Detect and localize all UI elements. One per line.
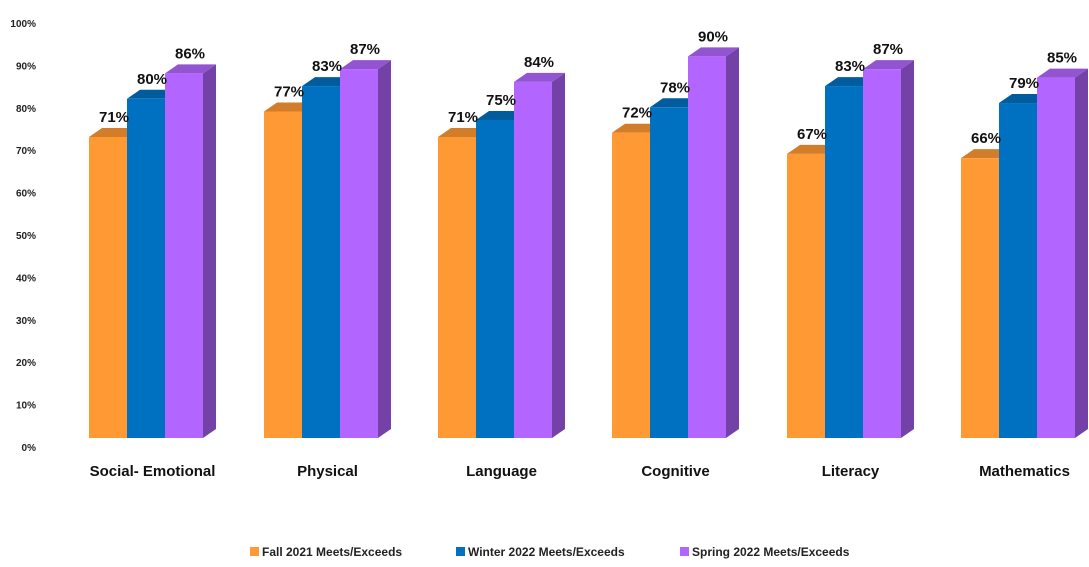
legend-label: Spring 2022 Meets/Exceeds [692, 545, 850, 559]
data-label: 84% [524, 54, 554, 71]
data-label: 71% [99, 109, 129, 126]
category-label: Literacy [822, 463, 880, 480]
data-label: 72% [622, 105, 652, 122]
bar-front-face [825, 86, 863, 438]
legend-label: Winter 2022 Meets/Exceeds [468, 545, 625, 559]
category-label: Social- Emotional [90, 463, 216, 480]
bar-front-face [165, 73, 203, 439]
y-tick-label: 50% [16, 231, 36, 242]
bar [514, 72, 565, 438]
legend-swatch [680, 547, 689, 556]
legend-label: Fall 2021 Meets/Exceeds [262, 545, 402, 559]
y-tick-label: 0% [22, 443, 37, 454]
data-label: 79% [1009, 75, 1039, 92]
bar-front-face [89, 136, 127, 438]
y-tick-label: 10% [16, 401, 36, 412]
bar-front-face [1037, 77, 1075, 438]
bar-front-face [476, 120, 514, 438]
data-label: 86% [175, 45, 205, 62]
bar-side-face [203, 64, 216, 439]
y-tick-label: 100% [10, 19, 36, 30]
legend: Fall 2021 Meets/Exceeds Winter 2022 Meets… [250, 545, 850, 559]
bar-front-face [787, 153, 825, 439]
bar [863, 60, 914, 439]
bar [1037, 68, 1088, 438]
y-axis: 0% 10% 20% 30% 40% 50% 60% 70% 80% 90% 100% [10, 19, 36, 454]
data-label: 87% [873, 41, 903, 58]
bar-front-face [650, 107, 688, 438]
y-tick-label: 80% [16, 104, 36, 115]
category-label: Mathematics [979, 463, 1070, 480]
bar-side-face [552, 72, 565, 438]
data-label: 80% [137, 71, 167, 88]
data-label: 83% [312, 58, 342, 75]
bar-side-face [901, 60, 914, 439]
bar-front-face [302, 86, 340, 438]
y-tick-label: 90% [16, 61, 36, 72]
bar-top-face [340, 60, 391, 70]
category-label: Physical [297, 463, 358, 480]
legend-item: Winter 2022 Meets/Exceeds [456, 545, 625, 559]
bar-front-face [863, 69, 901, 439]
bar-front-face [688, 56, 726, 439]
y-tick-label: 30% [16, 316, 36, 327]
bars [89, 47, 1088, 439]
y-tick-label: 40% [16, 273, 36, 284]
bar-front-face [999, 103, 1037, 438]
bar-top-face [688, 47, 739, 57]
bar-top-face [165, 64, 216, 74]
data-label: 83% [835, 58, 865, 75]
bar-front-face [127, 98, 165, 439]
bar-top-face [863, 60, 914, 70]
y-tick-label: 70% [16, 146, 36, 157]
category-label: Language [466, 463, 537, 480]
data-label: 85% [1047, 50, 1077, 67]
bar-front-face [612, 132, 650, 438]
data-label: 87% [350, 41, 380, 58]
bar-front-face [514, 81, 552, 438]
bar-top-face [514, 72, 565, 82]
bar-front-face [264, 111, 302, 439]
bar-side-face [378, 60, 391, 439]
data-label: 77% [274, 84, 304, 101]
data-labels: 71% 80% 86% 77% 83% 87% 71% 75% 84% 72% 78% 90% 67% 8… [99, 28, 1077, 147]
bar-top-face [1037, 68, 1088, 78]
data-label: 75% [486, 92, 516, 109]
y-tick-label: 20% [16, 358, 36, 369]
bar [688, 47, 739, 439]
bar-side-face [726, 47, 739, 439]
bar-front-face [438, 136, 476, 438]
data-label: 78% [660, 79, 690, 96]
legend-item: Spring 2022 Meets/Exceeds [680, 545, 850, 559]
bar-front-face [340, 69, 378, 439]
data-label: 66% [971, 130, 1001, 147]
y-tick-label: 60% [16, 189, 36, 200]
legend-swatch [456, 547, 465, 556]
bar [165, 64, 216, 439]
bar [340, 60, 391, 439]
data-label: 71% [448, 109, 478, 126]
bar-side-face [1075, 68, 1088, 438]
category-label: Cognitive [641, 463, 709, 480]
x-axis: Social- Emotional Physical Language Cogniti… [90, 463, 1070, 480]
data-label: 90% [698, 28, 728, 45]
bar-front-face [961, 158, 999, 438]
legend-item: Fall 2021 Meets/Exceeds [250, 545, 402, 559]
legend-swatch [250, 547, 259, 556]
data-label: 67% [797, 126, 827, 143]
